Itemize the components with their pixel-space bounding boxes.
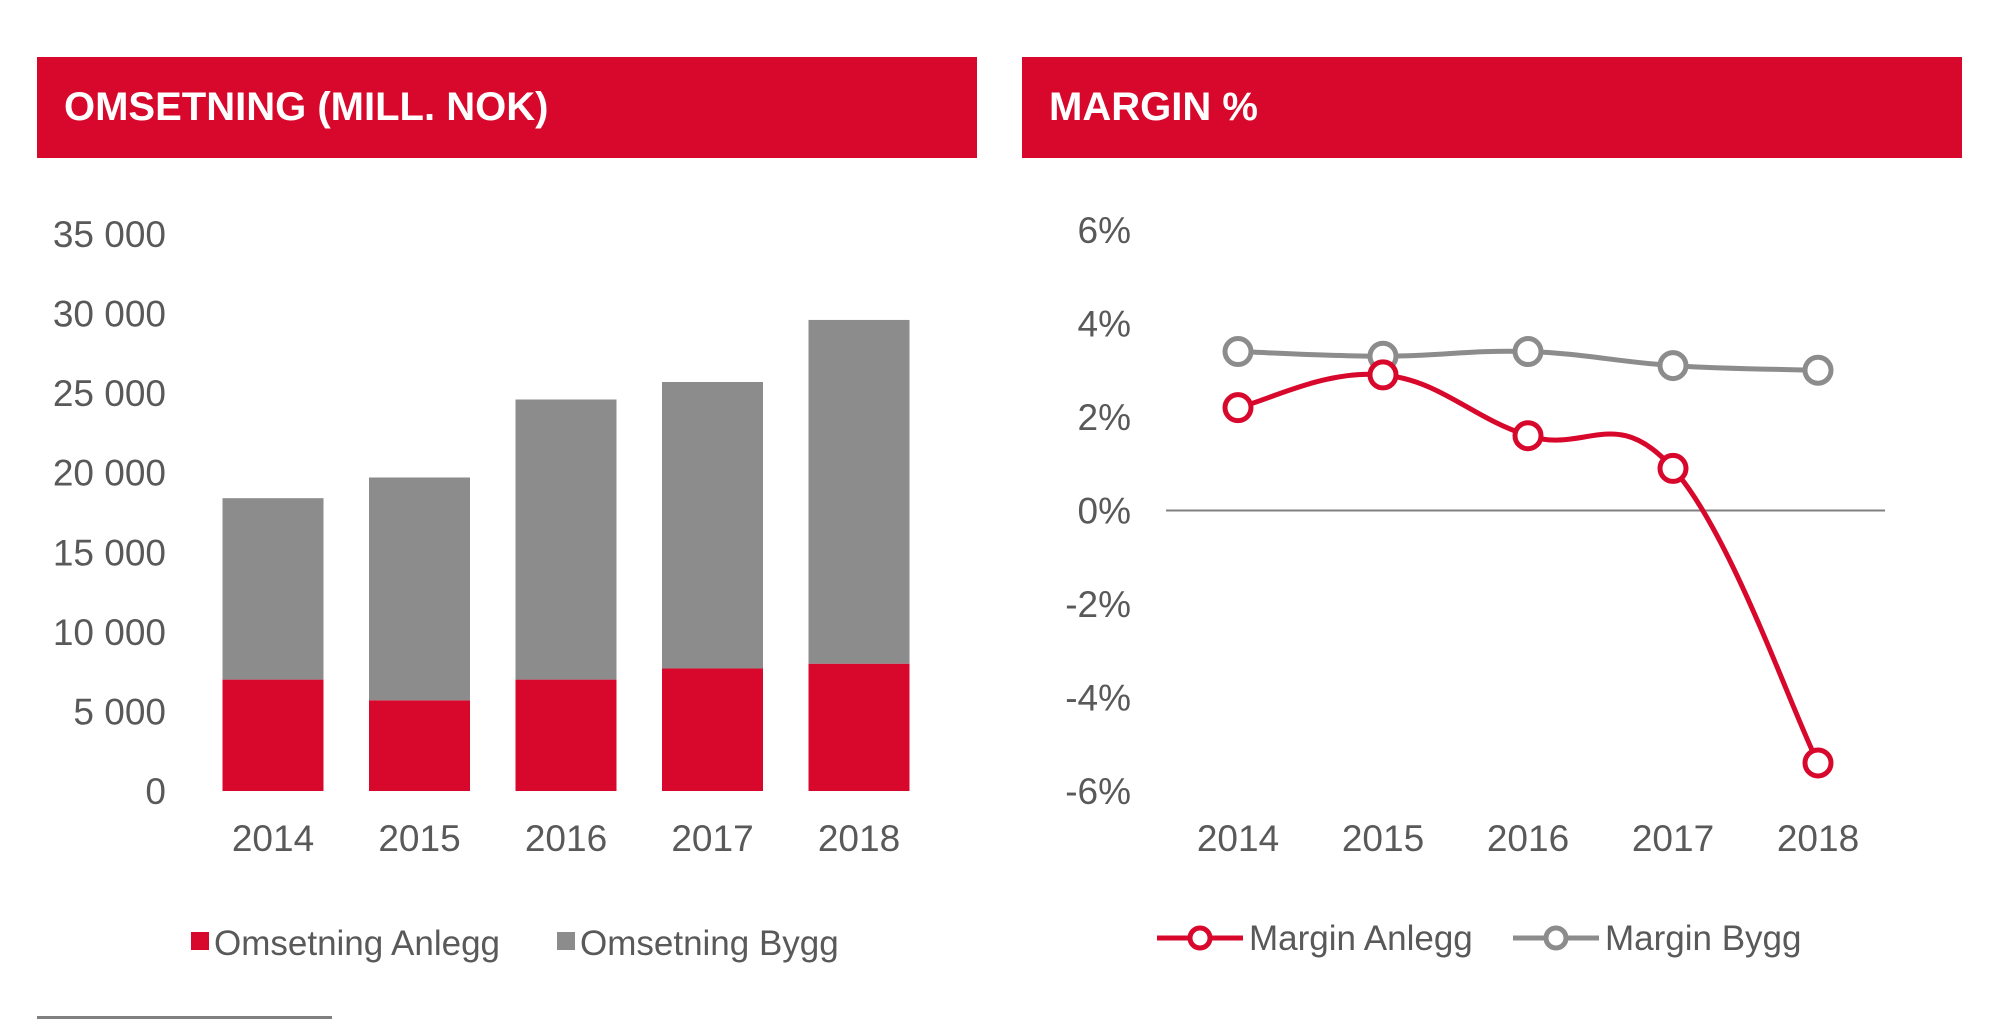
x-tick-label: 2018 [818,818,900,859]
revenue-bar-chart: 0 5 000 10 000 15 000 20 000 25 000 30 000 35 0… [53,214,910,963]
x-tick-label: 2014 [1197,818,1279,859]
point-bygg-2017 [1657,350,1689,382]
y-tick-label: 15 000 [53,532,166,573]
y-tick-label: -2% [1065,584,1131,625]
legend-swatch-bygg [557,932,575,950]
bar-anlegg-2015 [369,700,470,791]
bar-bygg-2017 [662,382,763,669]
x-tick-label: 2018 [1777,818,1859,859]
margin-chart-title: MARGIN % [1022,57,1962,158]
y-tick-label: 25 000 [53,373,166,414]
bottom-divider [37,1016,332,1019]
point-anlegg-2016 [1512,420,1544,452]
bar-bygg-2018 [808,319,910,664]
legend-swatch-anlegg [191,932,209,950]
y-tick-label: 2% [1078,397,1131,438]
point-bygg-2018 [1802,354,1834,386]
x-tick-label: 2015 [1342,818,1424,859]
point-bygg-2014 [1222,336,1254,368]
y-tick-label: 0% [1078,491,1131,532]
x-tick-label: 2016 [1487,818,1569,859]
point-anlegg-2018 [1802,747,1834,779]
legend-marker-bygg [1543,925,1569,951]
x-tick-label: 2016 [525,818,607,859]
legend-label-bygg: Omsetning Bygg [580,924,839,963]
bar-bygg-2014 [222,498,324,680]
line-anlegg [1237,371,1821,765]
bar-anlegg-2017 [662,668,763,791]
bar-bygg-2016 [515,399,617,680]
y-tick-label: 4% [1078,304,1131,345]
legend-label-anlegg: Margin Anlegg [1249,919,1473,958]
margin-line-chart: -6% -4% -2% 0% 2% 4% 6% 2014 2015 2016 2017 2018 Mar… [1065,210,1885,958]
y-tick-label: -4% [1065,678,1131,719]
revenue-chart-title: OMSETNING (MILL. NOK) [37,57,977,158]
bar-bygg-2015 [369,477,470,701]
legend-label-anlegg: Omsetning Anlegg [214,924,500,963]
x-tick-label: 2017 [1632,818,1714,859]
y-tick-label: 20 000 [53,453,166,494]
point-bygg-2016 [1512,336,1544,368]
y-tick-label: 5 000 [73,691,166,732]
point-anlegg-2015 [1367,359,1399,391]
legend-label-bygg: Margin Bygg [1605,919,1801,958]
y-tick-label: 35 000 [53,214,166,255]
x-tick-label: 2015 [378,818,460,859]
y-tick-label: 10 000 [53,612,166,653]
x-tick-label: 2014 [232,818,314,859]
y-tick-label: 6% [1078,210,1131,251]
y-tick-label: -6% [1065,771,1131,812]
bar-anlegg-2016 [515,679,617,791]
point-anlegg-2014 [1222,392,1254,424]
point-anlegg-2017 [1657,452,1689,484]
y-tick-label: 30 000 [53,294,166,335]
legend-marker-anlegg [1187,925,1213,951]
bar-anlegg-2018 [808,663,910,791]
y-tick-label: 0 [145,771,166,812]
bar-anlegg-2014 [222,679,324,791]
x-tick-label: 2017 [671,818,753,859]
